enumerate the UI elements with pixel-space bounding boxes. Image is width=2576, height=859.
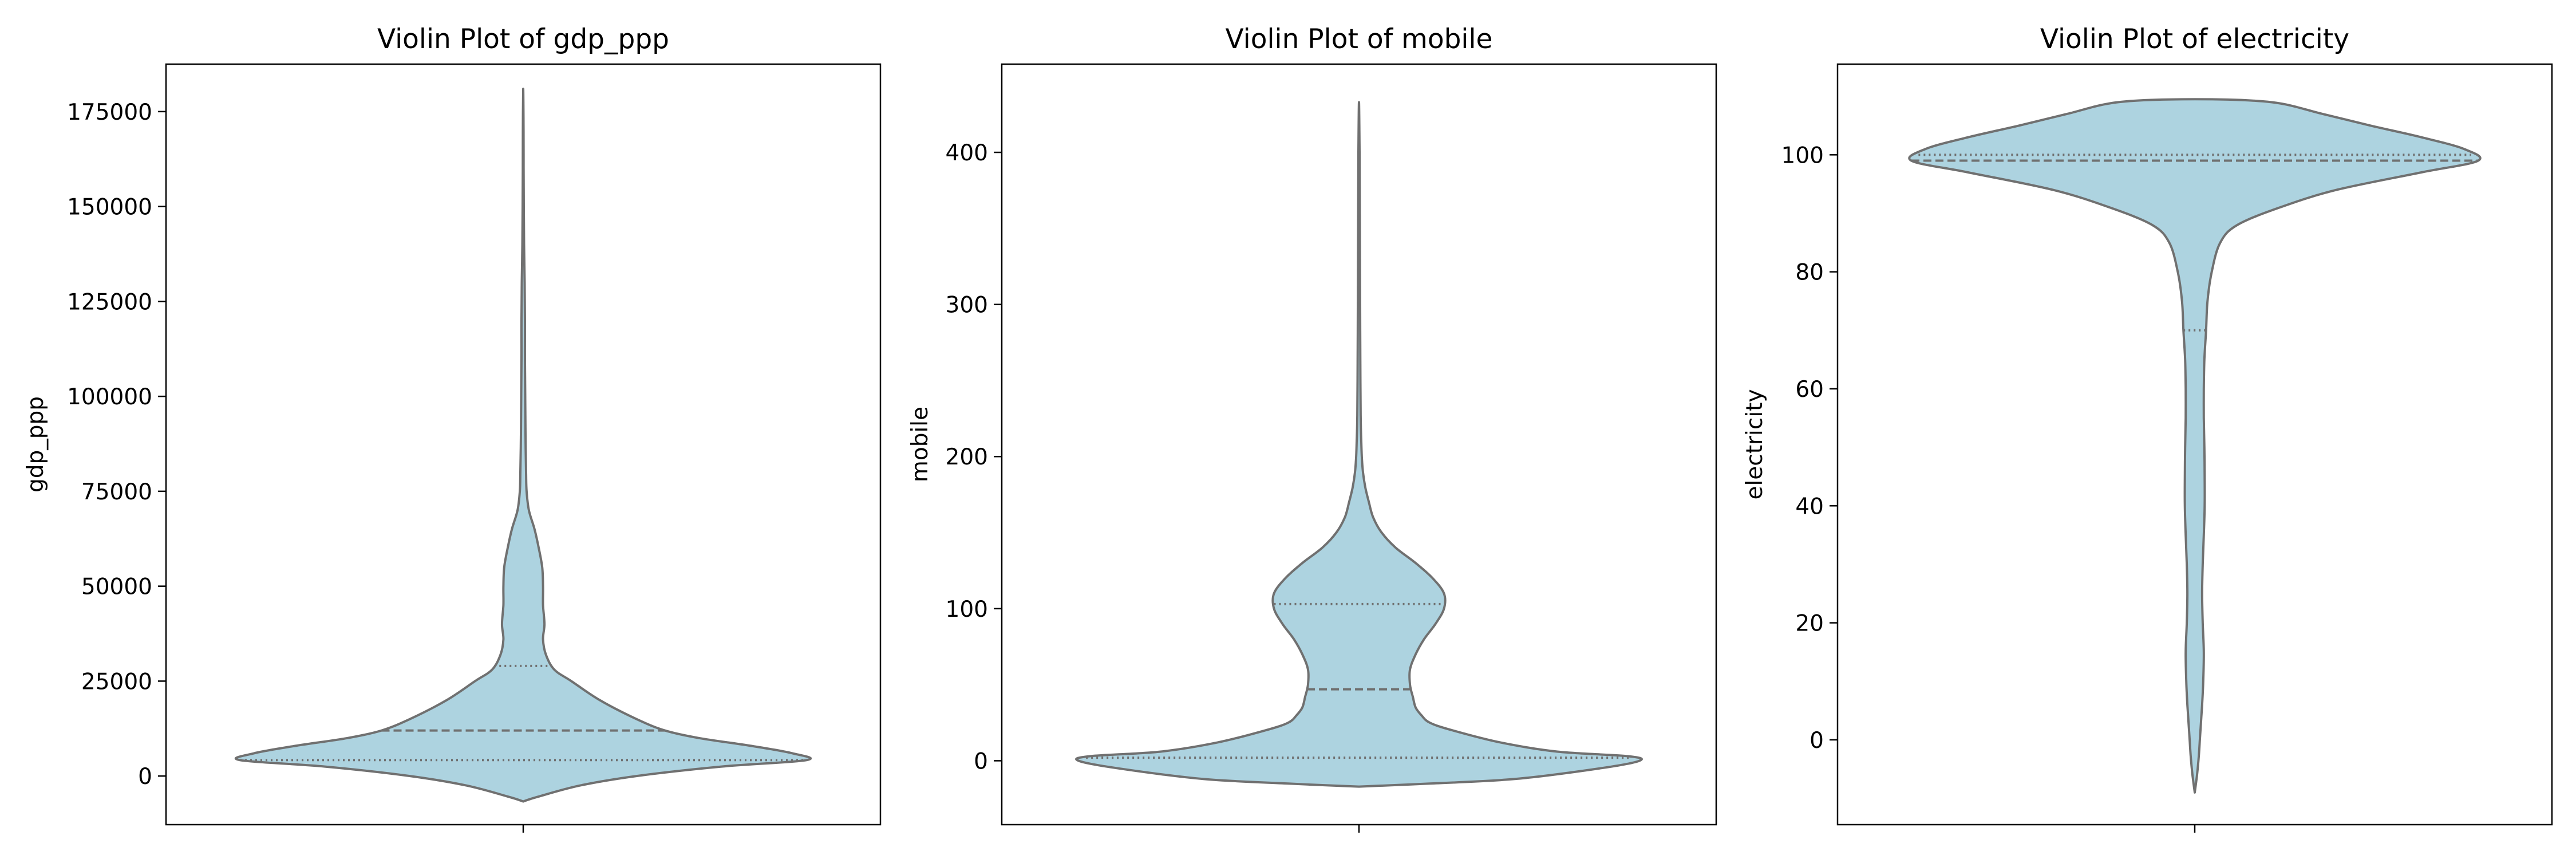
y-tick-label: 100000 <box>67 384 152 410</box>
y-tick-label: 50000 <box>81 574 152 600</box>
y-tick-label: 20 <box>1795 611 1824 637</box>
y-axis-label: electricity <box>1742 389 1768 499</box>
y-axis-label: gdp_ppp <box>23 396 49 492</box>
y-tick-label: 80 <box>1795 260 1824 286</box>
y-tick-label: 0 <box>974 748 988 774</box>
y-axis-ticks: 0 25000 50000 75000 100000 125000 150000 175000 <box>67 100 166 790</box>
y-tick-label: 25000 <box>81 669 152 695</box>
y-tick-label: 40 <box>1795 494 1824 519</box>
y-tick-label: 60 <box>1795 377 1824 403</box>
y-tick-label: 125000 <box>67 289 152 315</box>
violin-shape <box>1075 101 1643 788</box>
y-tick-label: 200 <box>946 444 988 470</box>
violin-body <box>1908 98 2482 794</box>
y-axis-label: mobile <box>907 407 933 482</box>
panel-title: Violin Plot of mobile <box>1226 23 1493 55</box>
y-tick-label: 175000 <box>67 100 152 125</box>
y-tick-label: 100 <box>1781 143 1824 168</box>
violin-panel-mobile: Violin Plot of mobile mobile 0 100 200 300 4… <box>907 23 1717 833</box>
y-tick-label: 100 <box>946 597 988 622</box>
violin-body <box>234 88 812 803</box>
violin-shape <box>1908 98 2482 794</box>
y-tick-label: 150000 <box>67 195 152 220</box>
y-axis-ticks: 0 20 40 60 80 100 <box>1781 143 1838 754</box>
y-tick-label: 400 <box>946 140 988 166</box>
panel-title: Violin Plot of gdp_ppp <box>377 23 669 55</box>
violin-panel-electricity: Violin Plot of electricity electricity 0… <box>1742 23 2553 833</box>
y-tick-label: 300 <box>946 293 988 318</box>
violin-shape <box>234 88 812 803</box>
violin-body <box>1075 101 1643 788</box>
y-tick-label: 0 <box>138 764 152 790</box>
panel-title: Violin Plot of electricity <box>2040 23 2349 55</box>
y-tick-label: 0 <box>1809 728 1824 754</box>
violin-panel-gdp-ppp: Violin Plot of gdp_ppp gdp_ppp 0 25000 500… <box>23 23 882 833</box>
y-axis-ticks: 0 100 200 300 400 <box>946 140 1002 774</box>
y-tick-label: 75000 <box>81 479 152 505</box>
